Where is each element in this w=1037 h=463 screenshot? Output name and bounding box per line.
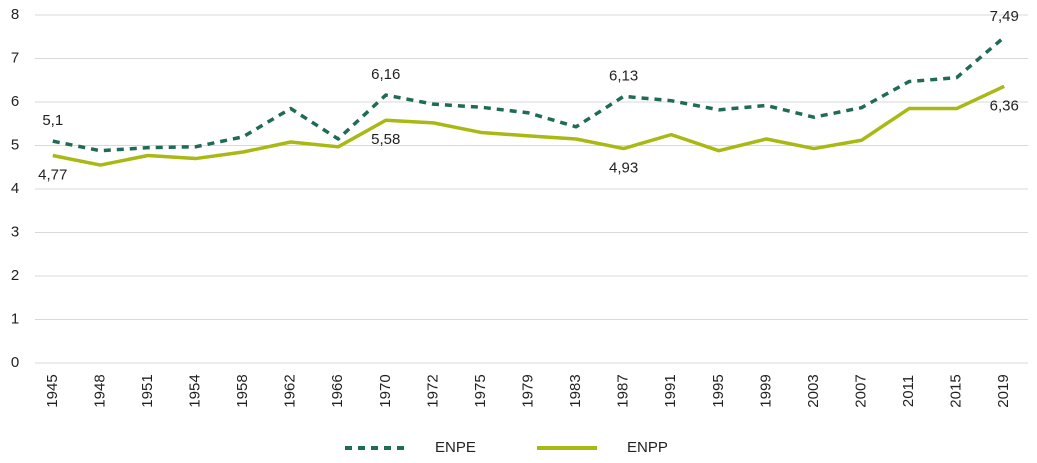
x-tick-label: 1954 xyxy=(186,374,203,407)
y-tick-label: 8 xyxy=(11,6,19,23)
x-tick-label: 1991 xyxy=(662,374,679,407)
data-label: 4,77 xyxy=(38,166,67,183)
x-tick-label: 1987 xyxy=(615,374,632,407)
x-tick-label: 1966 xyxy=(329,374,346,407)
y-tick-label: 7 xyxy=(11,49,19,66)
x-tick-label: 1970 xyxy=(377,374,394,407)
data-label: 6,13 xyxy=(609,67,638,84)
y-tick-label: 4 xyxy=(11,180,19,197)
y-tick-label: 6 xyxy=(11,93,19,110)
x-tick-label: 1962 xyxy=(282,374,299,407)
series-line xyxy=(52,35,1006,153)
x-tick-label: 1948 xyxy=(91,374,108,407)
legend-label: ENPP xyxy=(627,439,668,456)
x-tick-label: 2011 xyxy=(900,375,917,407)
data-label: 7,49 xyxy=(990,8,1019,25)
y-tick-label: 2 xyxy=(11,267,19,284)
data-label: 6,36 xyxy=(990,97,1019,114)
legend-label: ENPE xyxy=(435,439,476,456)
x-tick-label: 1999 xyxy=(757,374,774,407)
series-line xyxy=(52,84,1005,167)
x-tick-label: 1958 xyxy=(234,374,251,407)
y-tick-label: 3 xyxy=(11,223,19,240)
x-tick-label: 1983 xyxy=(567,374,584,407)
data-label: 6,16 xyxy=(371,66,400,83)
x-tick-label: 2015 xyxy=(948,374,965,407)
y-tick-label: 1 xyxy=(11,310,19,327)
x-tick-label: 1995 xyxy=(710,374,727,407)
y-tick-label: 5 xyxy=(11,136,19,153)
x-tick-label: 1979 xyxy=(519,374,536,407)
data-label: 5,58 xyxy=(371,131,400,148)
x-tick-label: 2003 xyxy=(805,374,822,407)
x-tick-label: 1945 xyxy=(44,374,61,407)
x-tick-label: 2007 xyxy=(852,374,869,407)
data-label: 4,93 xyxy=(609,160,638,177)
x-tick-label: 1972 xyxy=(424,374,441,407)
x-tick-label: 1951 xyxy=(139,374,156,407)
x-tick-label: 1975 xyxy=(472,374,489,407)
data-label: 5,1 xyxy=(42,112,63,129)
x-tick-label: 2019 xyxy=(995,374,1012,407)
y-tick-label: 0 xyxy=(11,354,19,371)
